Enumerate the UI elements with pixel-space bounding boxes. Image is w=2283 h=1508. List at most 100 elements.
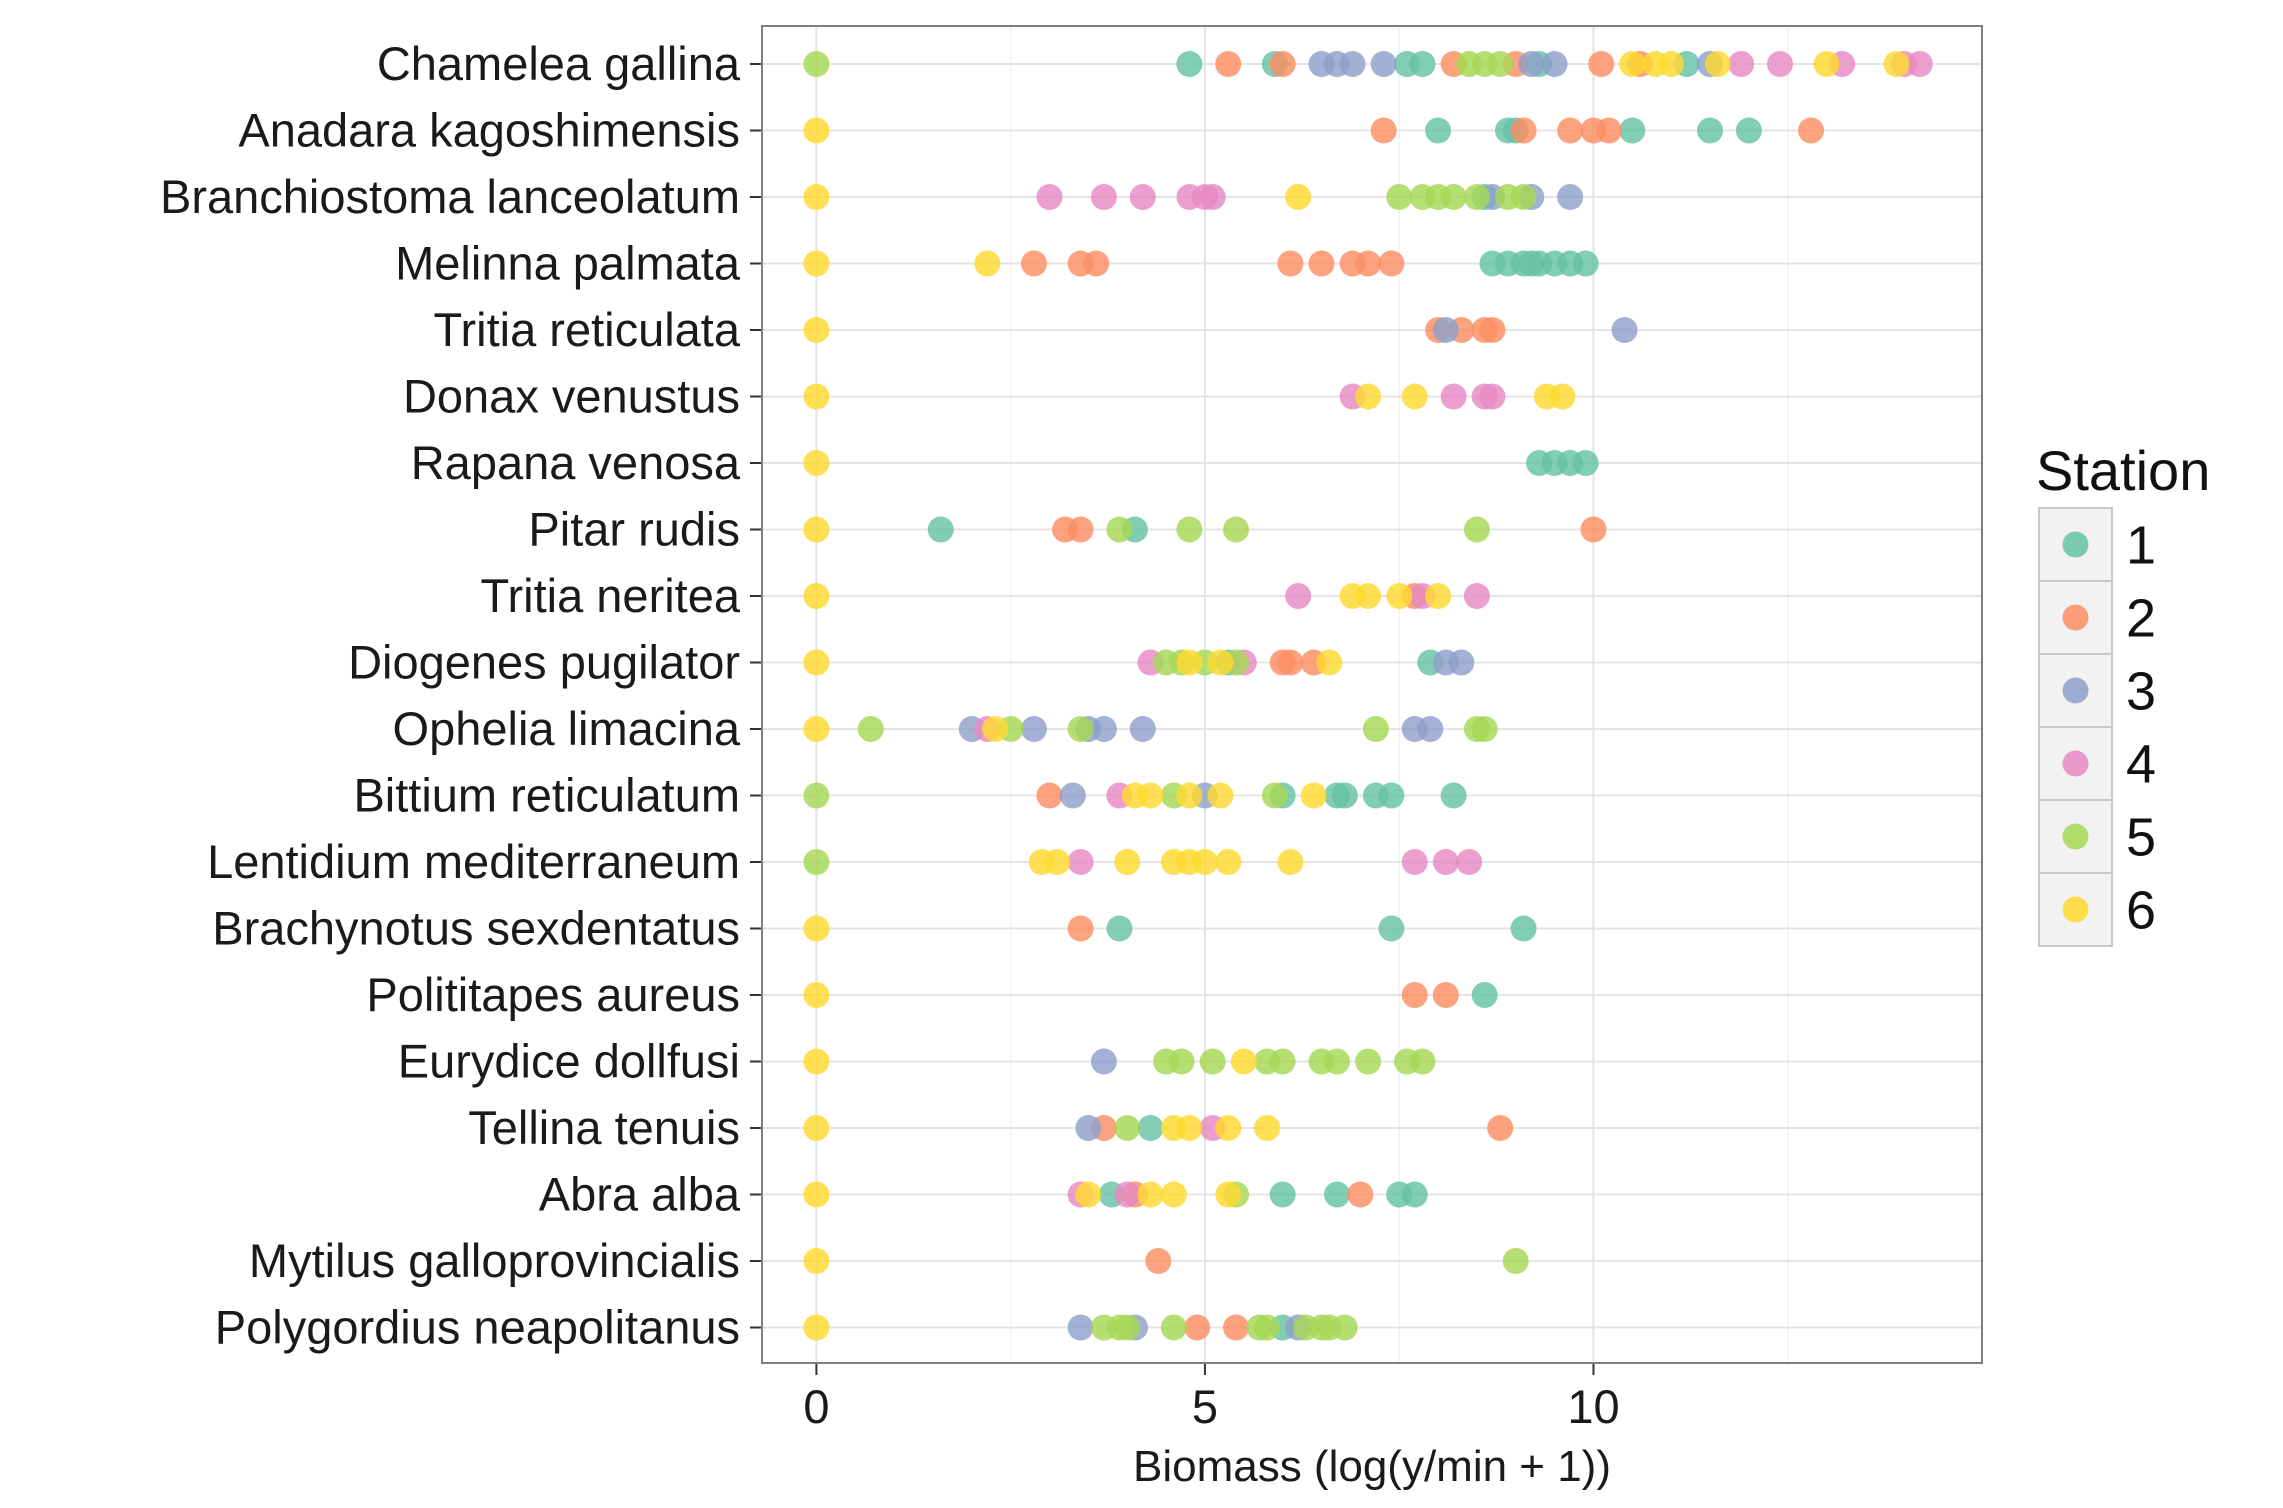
data-point-station-1 [1409, 51, 1436, 77]
data-point-station-3 [1129, 716, 1156, 742]
data-point-station-5 [1409, 1048, 1436, 1075]
data-point-station-1 [1619, 117, 1646, 144]
data-point-station-1 [1697, 117, 1724, 144]
data-point-station-5 [1463, 516, 1490, 543]
data-point-station-5 [1324, 1048, 1351, 1075]
data-point-station-6 [803, 1048, 830, 1075]
y-tick-label: Melinna palmata [395, 237, 741, 290]
data-point-station-5 [1176, 516, 1203, 543]
x-axis: 0 5 10 [803, 1363, 1620, 1433]
data-point-station-3 [1541, 51, 1568, 77]
y-tick-label: Lentidium mediterraneum [207, 835, 740, 888]
data-point-station-5 [1355, 1048, 1382, 1075]
data-point-station-4 [1090, 184, 1117, 210]
data-point-station-5 [1199, 1048, 1226, 1075]
data-point-station-6 [974, 250, 1001, 277]
data-point-station-5 [1440, 184, 1467, 210]
data-point-station-2 [1067, 516, 1094, 543]
legend-label: 2 [2126, 589, 2156, 649]
data-point-station-6 [1114, 849, 1141, 875]
data-point-station-6 [1425, 583, 1452, 609]
data-point-station-5 [1362, 716, 1389, 742]
data-point-station-3 [1370, 51, 1397, 77]
legend-swatch-station-3 [2062, 677, 2089, 704]
data-point-station-6 [803, 1248, 830, 1274]
data-point-station-2 [1269, 51, 1296, 77]
data-point-station-6 [1285, 184, 1312, 210]
data-point-station-5 [1106, 516, 1133, 543]
data-point-station-2 [1277, 649, 1304, 676]
data-point-station-6 [1215, 1181, 1242, 1208]
data-point-station-6 [803, 383, 830, 410]
data-point-station-6 [1230, 1048, 1257, 1075]
data-point-station-3 [1339, 51, 1366, 77]
legend-swatch-station-1 [2062, 531, 2089, 558]
data-point-station-6 [803, 516, 830, 543]
legend-swatch-station-5 [2062, 823, 2089, 850]
data-point-station-6 [1215, 849, 1242, 875]
data-point-station-6 [1883, 51, 1910, 77]
data-point-station-6 [803, 117, 830, 144]
data-point-station-6 [1401, 383, 1428, 410]
data-point-station-5 [803, 51, 830, 77]
y-tick-label: Tritia reticulata [434, 303, 741, 356]
data-point-station-5 [1386, 184, 1413, 210]
y-tick-label: Tellina tenuis [468, 1101, 740, 1154]
data-point-station-2 [1145, 1248, 1172, 1274]
data-point-station-4 [1906, 51, 1933, 77]
data-point-station-2 [1401, 982, 1428, 1008]
y-tick-label: Abra alba [539, 1168, 741, 1221]
legend-swatch-station-6 [2062, 896, 2089, 923]
data-point-station-4 [1432, 849, 1459, 875]
data-point-station-6 [1075, 1181, 1102, 1208]
y-tick-label: Ophelia limacina [393, 702, 741, 755]
data-point-station-6 [1207, 649, 1234, 676]
data-point-station-3 [1432, 317, 1459, 343]
legend-key [2038, 872, 2113, 947]
data-point-station-6 [1254, 1115, 1281, 1141]
plot-panel-border [761, 25, 1983, 1364]
data-point-station-6 [1355, 583, 1382, 609]
data-point-station-1 [1331, 782, 1358, 809]
data-point-station-6 [1176, 1115, 1203, 1141]
data-point-station-6 [1160, 1181, 1187, 1208]
y-axis: Chamelea gallina Anadara kagoshimensis Bra… [160, 37, 762, 1354]
x-tick-label: 10 [1567, 1380, 1619, 1433]
data-point-station-3 [1417, 716, 1444, 742]
data-point-station-2 [1308, 250, 1335, 277]
data-point-station-2 [1020, 250, 1047, 277]
data-point-station-4 [1285, 583, 1312, 609]
data-point-station-6 [1137, 782, 1164, 809]
data-point-station-2 [1580, 516, 1607, 543]
data-point-station-2 [1510, 117, 1537, 144]
x-tick-label: 5 [1192, 1380, 1218, 1433]
data-point-station-4 [1463, 583, 1490, 609]
data-point-station-1 [1269, 1181, 1296, 1208]
data-point-station-6 [1316, 649, 1343, 676]
data-point-station-4 [1479, 383, 1506, 410]
data-point-station-1 [1572, 250, 1599, 277]
data-point-station-4 [1456, 849, 1483, 875]
data-point-station-4 [1129, 184, 1156, 210]
y-tick-label: Branchiostoma lanceolatum [160, 170, 740, 223]
y-tick-label: Anadara kagoshimensis [238, 104, 740, 157]
y-tick-label: Polititapes aureus [366, 968, 740, 1021]
data-point-station-6 [803, 649, 830, 676]
data-point-station-5 [1463, 184, 1490, 210]
data-point-station-6 [1355, 383, 1382, 410]
data-point-station-5 [1168, 1048, 1195, 1075]
data-point-station-6 [1619, 51, 1646, 77]
data-point-station-5 [803, 849, 830, 875]
data-point-station-5 [1254, 1314, 1281, 1341]
legend-items: 1 2 3 4 5 6 [2038, 507, 2156, 947]
data-point-station-5 [1114, 1314, 1141, 1341]
data-point-station-2 [1215, 51, 1242, 77]
data-point-station-6 [803, 317, 830, 343]
data-point-station-5 [1160, 1314, 1187, 1341]
data-point-station-2 [1557, 117, 1584, 144]
data-point-station-6 [1215, 1115, 1242, 1141]
data-point-station-5 [1471, 716, 1498, 742]
data-point-station-2 [1184, 1314, 1211, 1341]
data-point-station-1 [927, 516, 954, 543]
